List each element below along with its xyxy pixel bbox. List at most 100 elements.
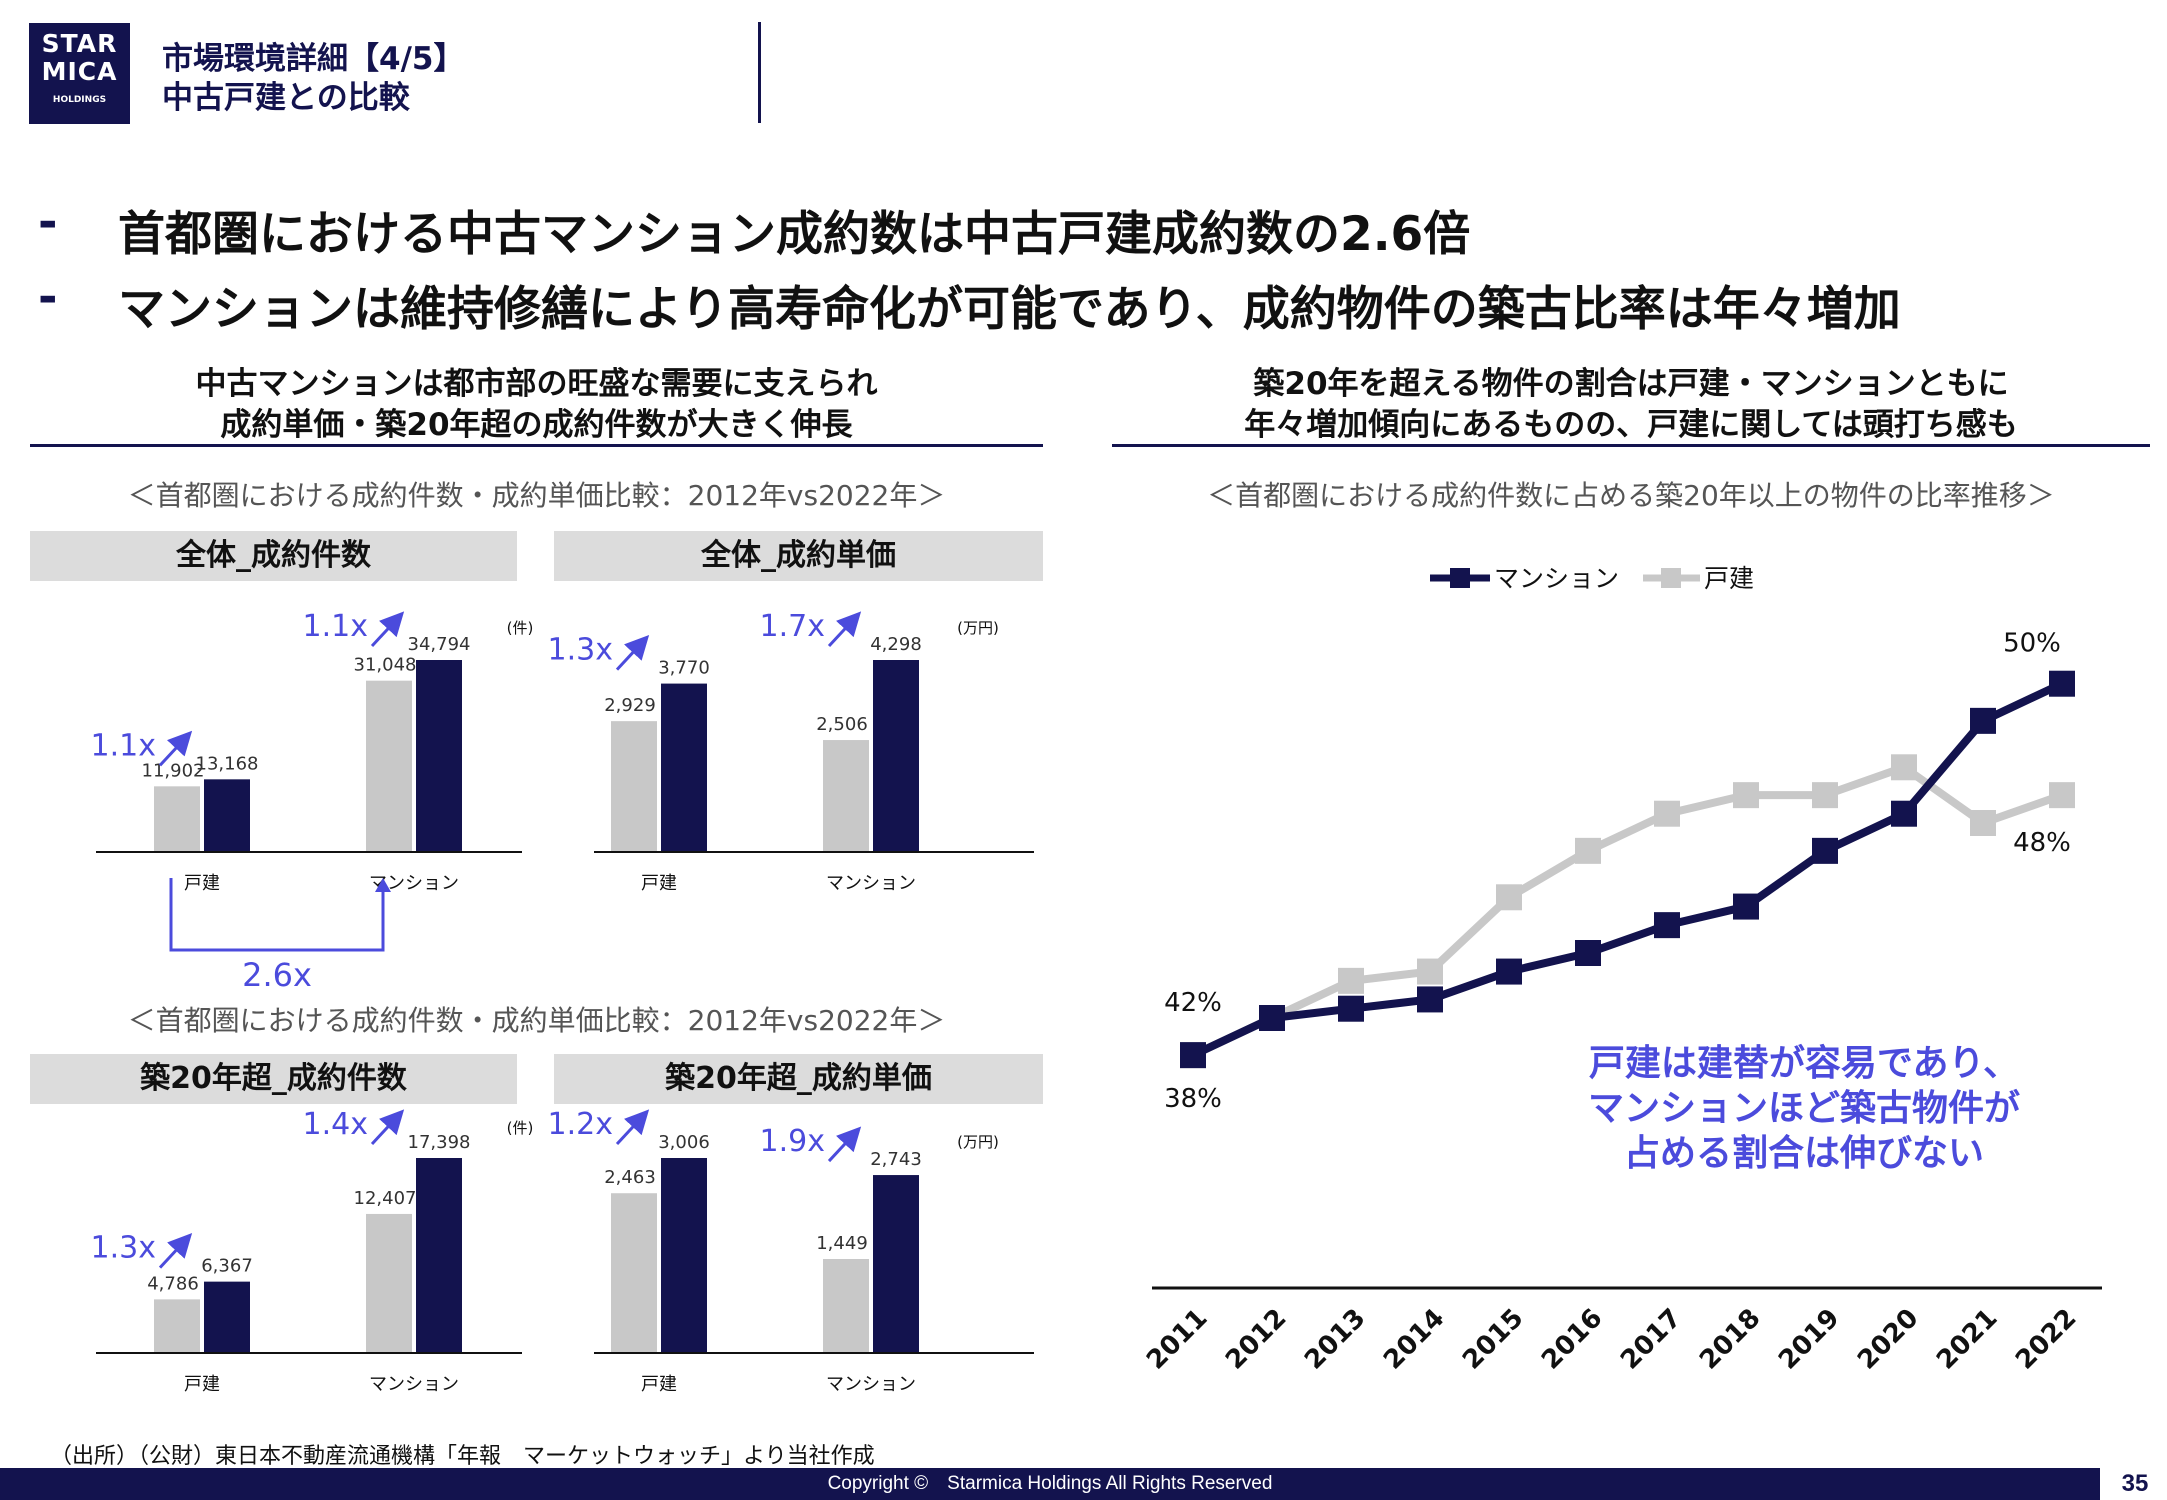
series-marker xyxy=(2049,782,2075,809)
comparison-bracket xyxy=(169,878,385,952)
legend-marker-house xyxy=(1661,568,1681,588)
series-marker xyxy=(1970,810,1996,836)
annotation-line3: 占める割合は伸びない xyxy=(1624,1133,1984,1174)
panel-header-old-count: 築20年超_成約件数 xyxy=(30,1054,517,1104)
annotation-line1: 戸建は建替が容易であり、 xyxy=(1589,1043,2019,1084)
page-number: 35 xyxy=(2121,1470,2149,1497)
growth-multiplier: 1.4x xyxy=(303,1107,368,1142)
bullet-marker-2: - xyxy=(38,270,58,325)
bar-value-label: 17,398 xyxy=(408,1132,471,1153)
series-marker xyxy=(1654,800,1680,827)
series-marker xyxy=(1496,884,1522,911)
series-marker xyxy=(1338,995,1364,1022)
bar-2022 xyxy=(873,660,919,852)
series-line-house xyxy=(1191,763,2064,1059)
bar-category-label: 戸建 xyxy=(641,873,677,894)
point-data-label: 48% xyxy=(2013,828,2071,858)
x-tick-label: 2018 xyxy=(1694,1303,1766,1375)
bar-value-label: 2,743 xyxy=(870,1149,922,1170)
bar-2022 xyxy=(661,1158,707,1353)
point-data-label: 50% xyxy=(2003,629,2061,659)
x-tick-label: 2017 xyxy=(1615,1303,1687,1375)
right-heading: 築20年を超える物件の割合は戸建・マンションともに 年々増加傾向にあるものの、戸… xyxy=(1112,364,2150,446)
panel-header-total-count: 全体_成約件数 xyxy=(30,531,517,581)
right-subtitle: ＜首都圏における成約件数に占める築20年以上の物件の比率推移＞ xyxy=(1207,479,2055,512)
x-tick-label: 2015 xyxy=(1457,1303,1529,1375)
bar-unit-label: (件) xyxy=(507,1119,534,1137)
x-tick-label: 2016 xyxy=(1536,1303,1608,1375)
x-tick-label: 2021 xyxy=(1931,1303,2003,1375)
left-subtitle-bottom: ＜首都圏における成約件数・成約単価比較：2012年vs2022年＞ xyxy=(127,1004,946,1037)
growth-arrow xyxy=(370,611,405,648)
series-marker xyxy=(1733,893,1759,920)
series-marker xyxy=(1338,967,1364,994)
growth-multiplier: 1.1x xyxy=(91,728,156,763)
series-marker xyxy=(1891,800,1917,827)
bar-2012 xyxy=(154,786,200,852)
logo-line3: HOLDINGS xyxy=(52,95,107,105)
bar-value-label: 2,929 xyxy=(604,695,656,716)
comparison-bracket-arrowhead xyxy=(375,878,391,892)
point-data-label: 42% xyxy=(1164,988,1222,1018)
bar-value-label: 4,298 xyxy=(870,634,922,655)
bullet-text-2: マンションは維持修繕により高寿命化が可能であり、成約物件の築古比率は年々増加 xyxy=(118,282,1901,337)
bar-value-label: 2,506 xyxy=(816,714,868,735)
x-tick-label: 2012 xyxy=(1220,1303,1292,1375)
bar-value-label: 4,786 xyxy=(147,1273,199,1294)
header-title: 市場環境詳細【4/5】 xyxy=(162,41,465,77)
x-tick-label: 2020 xyxy=(1852,1303,1924,1375)
series-line-mansion xyxy=(1191,680,2064,1059)
line-chart: 2011 2012 2013 2014 2015 2016 2017 2018 2019 2020… xyxy=(1141,564,2102,1376)
growth-multiplier: 1.7x xyxy=(760,609,825,644)
bar-category-label: マンション xyxy=(826,1374,916,1395)
bar-unit-label: (万円) xyxy=(957,619,999,637)
bar-value-label: 13,168 xyxy=(196,753,259,774)
bar-2012 xyxy=(823,740,869,852)
bar-value-label: 11,902 xyxy=(142,760,205,781)
series-marker xyxy=(1812,782,1838,809)
left-subtitle-top: ＜首都圏における成約件数・成約単価比較：2012年vs2022年＞ xyxy=(127,479,946,512)
bar-value-label: 31,048 xyxy=(354,655,417,676)
legend-label-house: 戸建 xyxy=(1704,564,1754,593)
bar-value-label: 34,794 xyxy=(408,634,471,655)
bar-category-label: 戸建 xyxy=(184,1374,220,1395)
bar-2022 xyxy=(416,1158,462,1353)
series-marker xyxy=(1259,1005,1285,1031)
series-marker xyxy=(1417,986,1443,1013)
growth-multiplier: 1.2x xyxy=(548,1107,613,1142)
x-tick-label: 2011 xyxy=(1141,1303,1213,1375)
logo-line1: STAR xyxy=(41,29,118,58)
point-data-label: 38% xyxy=(1164,1084,1222,1114)
bar-value-label: 1,449 xyxy=(816,1233,868,1254)
bar-2012 xyxy=(366,1213,412,1353)
growth-multiplier: 1.3x xyxy=(548,633,613,668)
copyright-text: Copyright © Starmica Holdings All Rights… xyxy=(827,1473,1273,1494)
left-heading-rule xyxy=(30,444,1043,447)
series-marker xyxy=(1575,837,1601,864)
legend-marker-mansion xyxy=(1450,568,1470,588)
growth-arrow xyxy=(158,1233,193,1269)
bar-category-label: 戸建 xyxy=(184,873,220,894)
bar-unit-label: (万円) xyxy=(957,1133,999,1151)
series-marker xyxy=(1575,940,1601,966)
growth-arrow xyxy=(370,1109,405,1146)
bar-category-label: 戸建 xyxy=(641,1374,677,1395)
bar-value-label: 6,367 xyxy=(201,1256,253,1277)
growth-multiplier: 1.3x xyxy=(91,1231,156,1266)
chart-legend: マンション 戸建 xyxy=(1430,564,1754,593)
comparison-multiplier: 2.6x xyxy=(242,956,312,994)
growth-arrow xyxy=(615,634,650,671)
left-heading: 中古マンションは都市部の旺盛な需要に支えられ 成約単価・築20年超の成約件数が大… xyxy=(30,364,1043,446)
bar-2012 xyxy=(154,1299,200,1353)
bar-2012 xyxy=(611,721,657,852)
company-logo: STAR MICA HOLDINGS xyxy=(29,23,130,124)
growth-arrow xyxy=(827,611,862,648)
series-marker xyxy=(1733,782,1759,809)
bullet-text-1: 首都圏における中古マンション成約数は中古戸建成約数の2.6倍 xyxy=(118,207,1471,262)
series-marker xyxy=(1496,958,1522,985)
